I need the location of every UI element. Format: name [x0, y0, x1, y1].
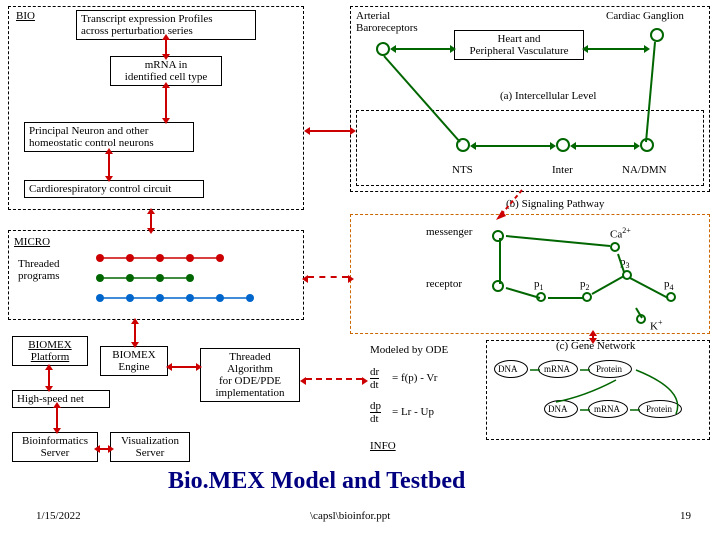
footer-page: 19	[680, 510, 691, 522]
eq1-num: dr	[370, 366, 379, 379]
micro-lines	[90, 250, 270, 310]
page-title: Bio.MEX Model and Testbed	[168, 468, 465, 495]
eq2-rhs: = Lr - Up	[392, 406, 434, 418]
micro-signaling-arrow	[308, 276, 348, 278]
signal-gene-arrow	[592, 336, 594, 338]
eq1: dr dt	[370, 366, 379, 391]
eq1-den: dt	[370, 379, 379, 391]
biomex-engine-box: BIOMEX Engine	[100, 346, 168, 376]
vizserver-box: Visualization Server	[110, 432, 190, 462]
eq1-rhs: = f(p) - Vr	[392, 372, 437, 384]
eq2: dp dt	[370, 400, 381, 425]
bio-arrow-3	[108, 154, 110, 176]
footer-date: 1/15/2022	[36, 510, 81, 522]
threaded-label: Threaded programs	[18, 258, 60, 282]
bio-intercell-arrow	[310, 130, 350, 132]
biomex-platform-box: BIOMEX Platform	[12, 336, 88, 366]
intercell-signal-arrow	[492, 186, 552, 222]
gene-arrows	[486, 340, 710, 440]
bio-label: BIO	[16, 10, 35, 22]
bio-micro-arrow	[150, 214, 152, 228]
bio-viz-arrow	[100, 448, 108, 450]
modeled-label: Modeled by ODE	[370, 344, 448, 356]
info-label: INFO	[370, 440, 396, 452]
eq2-den: dt	[370, 413, 379, 425]
eng-micro-arrow	[134, 324, 136, 342]
eq2-num: dp	[370, 400, 381, 413]
highspeed-box: High-speed net	[12, 390, 110, 408]
intercell-diagonals	[350, 6, 710, 192]
alg-ode-arrow	[306, 378, 362, 380]
plat-hs-arrow	[48, 370, 50, 386]
micro-label: MICRO	[14, 236, 50, 248]
bio-arrow-1	[165, 40, 167, 54]
footer-path: \capsl\bioinfor.ppt	[310, 510, 390, 522]
bio-arrow-2	[165, 88, 167, 118]
cardio-box: Cardiorespiratory control circuit	[24, 180, 204, 198]
hs-bio-arrow	[56, 408, 58, 428]
signaling-links	[350, 214, 710, 334]
threadedalg-box: Threaded Algorithm for ODE/PDE implement…	[200, 348, 300, 402]
bioserver-box: Bioinformatics Server	[12, 432, 98, 462]
eng-alg-arrow	[172, 366, 196, 368]
